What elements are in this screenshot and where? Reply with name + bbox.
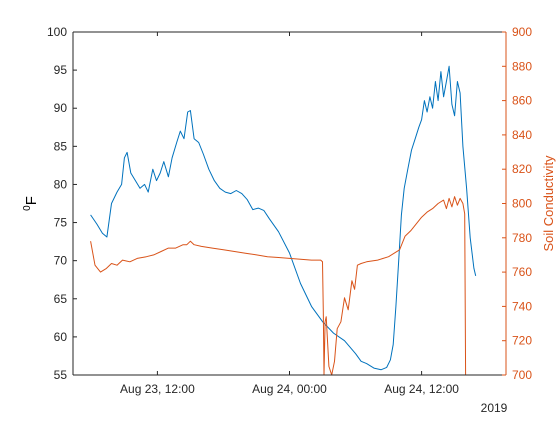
left-y-axis-label-superscript: 0: [22, 205, 33, 211]
right-y-tick-label: 780: [512, 231, 532, 245]
plot-area: [73, 32, 506, 375]
right-y-tick-label: 900: [512, 25, 532, 39]
x-axis-secondary-label: 2019: [481, 401, 508, 415]
axes-layer: Aug 23, 12:00 Aug 24, 00:00 Aug 24, 12:00 2…: [22, 25, 556, 415]
right-y-tick-label: 800: [512, 197, 532, 211]
right-y-tick-label: 840: [512, 128, 532, 142]
left-y-tick-label: 75: [54, 216, 68, 230]
left-y-tick-label: 55: [54, 368, 68, 382]
left-y-tick-label: 70: [54, 254, 68, 268]
x-tick-label: Aug 23, 12:00: [120, 382, 195, 396]
left-y-tick-label: 90: [54, 101, 68, 115]
left-y-tick-label: 100: [47, 25, 67, 39]
right-y-axis-label: Soil Conductivity: [541, 155, 556, 252]
left-y-tick-label: 65: [54, 292, 68, 306]
x-tick-label: Aug 24, 12:00: [384, 382, 459, 396]
left-y-tick-label: 85: [54, 139, 68, 153]
right-y-tick-label: 760: [512, 265, 532, 279]
right-y-tick-label: 740: [512, 299, 532, 313]
temperature-series-line: [90, 65, 477, 371]
left-y-tick-label: 95: [54, 63, 68, 77]
right-y-tick-label: 880: [512, 59, 532, 73]
right-y-tick-label: 700: [512, 368, 532, 382]
left-y-tick-label: 80: [54, 177, 68, 191]
left-y-tick-label: 60: [54, 330, 68, 344]
right-y-tick-label: 720: [512, 334, 532, 348]
left-y-axis-label-base: F: [23, 196, 40, 205]
right-y-tick-label: 820: [512, 162, 532, 176]
right-y-tick-label: 860: [512, 94, 532, 108]
left-y-axis-label: 0F: [22, 196, 40, 211]
x-tick-label: Aug 24, 00:00: [252, 382, 327, 396]
soil-conductivity-series-line: [90, 196, 467, 376]
series-layer: [90, 65, 477, 376]
